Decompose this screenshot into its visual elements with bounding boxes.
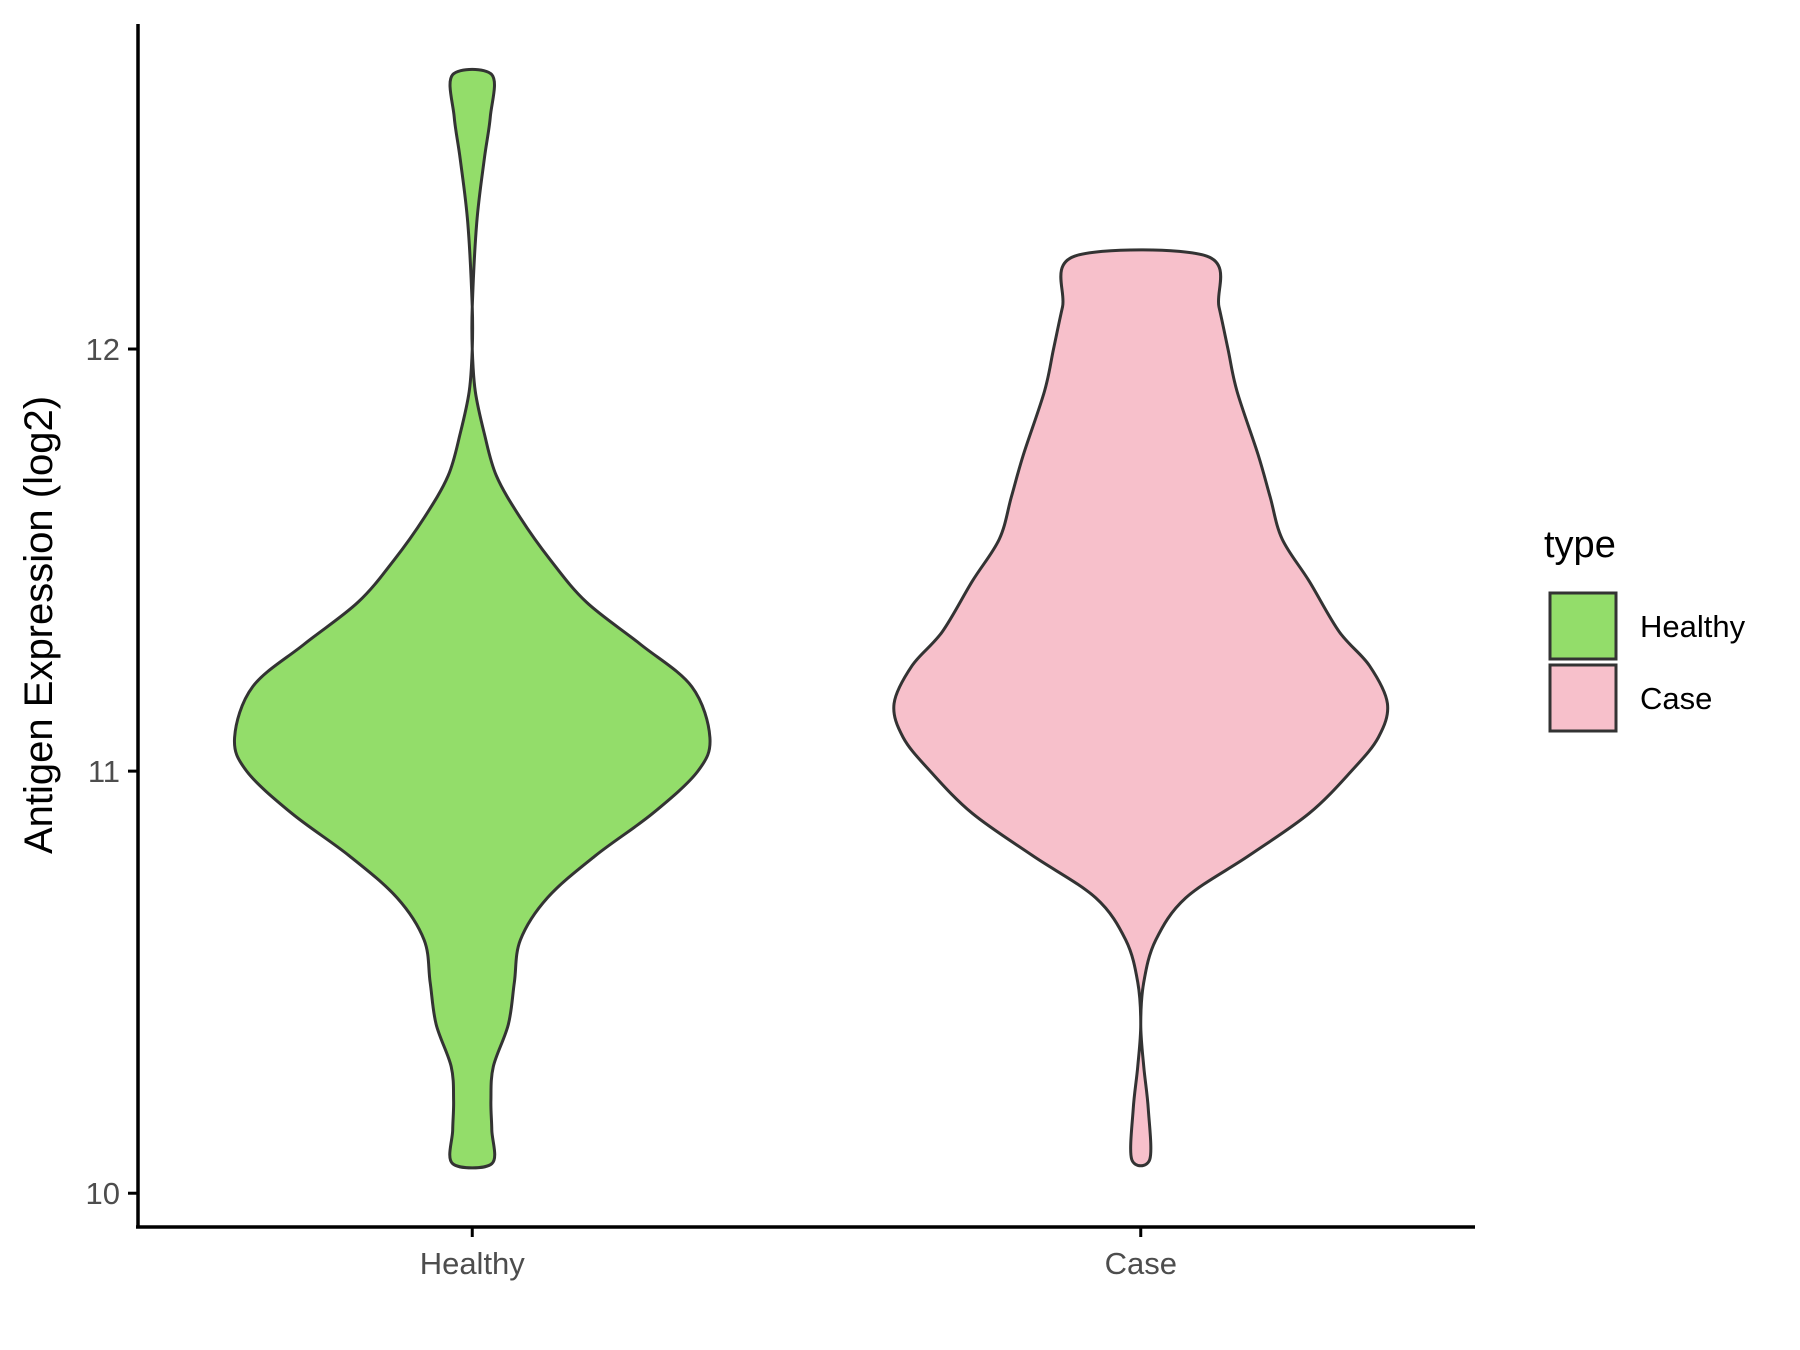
- x-tick-label-case: Case: [1105, 1246, 1177, 1281]
- y-tick-label: 12: [86, 332, 120, 367]
- legend-label-healthy: Healthy: [1640, 609, 1746, 644]
- x-axis-ticks: Healthy Case: [420, 1227, 1177, 1281]
- legend: type Healthy Case: [1544, 524, 1746, 733]
- violin-layer: [232, 67, 1390, 1170]
- legend-label-case: Case: [1640, 681, 1712, 716]
- legend-title: type: [1544, 524, 1616, 566]
- x-tick-label-healthy: Healthy: [420, 1246, 526, 1281]
- y-axis-title: Antigen Expression (log2): [17, 396, 61, 854]
- legend-swatch-healthy: [1548, 591, 1618, 661]
- y-axis-ticks: 10 11 12: [86, 332, 138, 1211]
- legend-swatch-case: [1548, 663, 1618, 733]
- y-tick-label: 11: [88, 754, 120, 789]
- violin-healthy: [232, 67, 712, 1170]
- violin-case: [892, 248, 1390, 1168]
- legend-items: Healthy Case: [1548, 591, 1746, 733]
- y-tick-label: 10: [86, 1176, 120, 1211]
